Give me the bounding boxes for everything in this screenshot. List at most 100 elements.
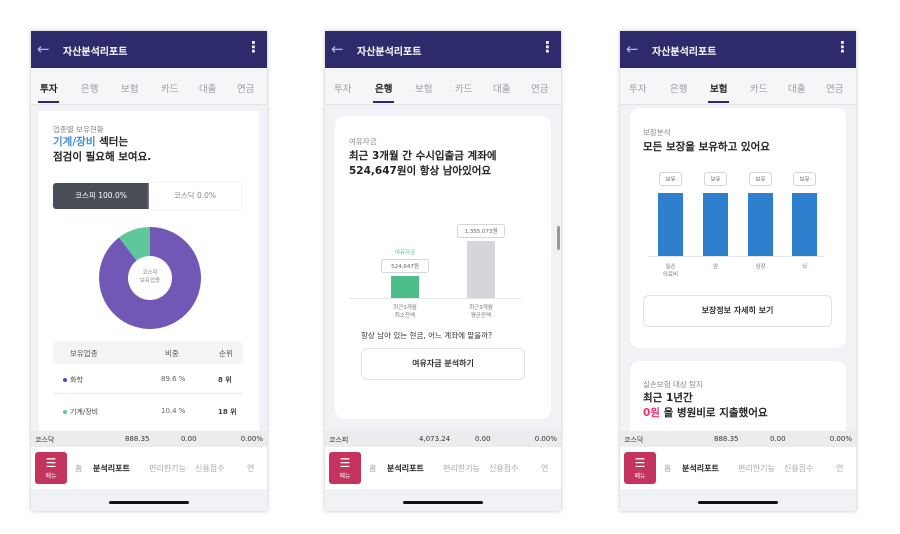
tab-1[interactable]: 은행	[81, 84, 99, 95]
nav-item-3[interactable]: 신용점수	[489, 464, 519, 473]
nav-item-4[interactable]: 연	[541, 464, 549, 473]
toggle-kospi[interactable]: 코스피 100.0%	[53, 183, 149, 209]
app-header: ← 자산분석리포트 ⋮	[31, 31, 267, 68]
nav-item-0[interactable]: 홈	[75, 464, 83, 473]
nav-item-4[interactable]: 연	[247, 464, 255, 473]
nav-item-0[interactable]: 홈	[369, 464, 377, 473]
tab-0[interactable]: 투자	[334, 84, 352, 95]
table-row[interactable]: 화학 89.6 % 8 위	[53, 374, 243, 394]
index-name: 코스닥	[35, 436, 55, 444]
tab-2[interactable]: 보험	[707, 81, 731, 103]
claim-headline: 최근 1년간 0원 을 병원비로 지출했어요	[643, 392, 768, 419]
kebab-icon[interactable]: ⋮	[540, 38, 555, 56]
tab-4[interactable]: 대출	[493, 84, 511, 95]
nav-item-4[interactable]: 연	[836, 464, 844, 473]
menu-button[interactable]: ☰ 메뉴	[624, 452, 656, 484]
medical-claim-card	[630, 361, 846, 441]
arrow-left-icon[interactable]: ←	[626, 40, 639, 58]
section-label: 업종별 보유현황	[53, 125, 104, 134]
analyze-spare-cash-button[interactable]: 여유자금 분석하기	[361, 348, 525, 380]
headline: 모든 보장을 보유하고 있어요	[643, 141, 770, 153]
kebab-icon[interactable]: ⋮	[835, 38, 850, 56]
category-tabs: 투자 은행 보험 카드 대출 연금	[620, 68, 856, 105]
nav-item-3[interactable]: 신용점수	[195, 464, 225, 473]
coverage-label: 뇌	[801, 264, 808, 270]
balance-bar	[467, 241, 495, 298]
tab-1[interactable]: 은행	[670, 84, 688, 95]
menu-button[interactable]: ☰ 메뉴	[35, 452, 67, 484]
app-header: ← 자산분석리포트 ⋮	[620, 31, 856, 68]
coverage-label: 암	[712, 264, 719, 270]
home-indicator	[698, 501, 778, 504]
chart-baseline	[648, 256, 824, 257]
coverage-tag: 보유	[749, 172, 772, 186]
menu-label: 메뉴	[339, 473, 351, 480]
hamburger-icon: ☰	[45, 456, 57, 470]
arrow-left-icon[interactable]: ←	[37, 40, 50, 58]
coverage-label: 실손 의료비	[662, 264, 679, 278]
nav-item-2[interactable]: 편리한기능	[443, 464, 480, 473]
donut-slice-기계/장비	[118, 227, 150, 261]
nav-item-2[interactable]: 편리한기능	[149, 464, 186, 473]
tab-4[interactable]: 대출	[788, 84, 806, 95]
index-change: 0.00	[770, 435, 786, 443]
section-label: 여유자금	[349, 137, 377, 146]
bar-value-callout: 1,355,073원	[457, 224, 505, 238]
legend-dot	[63, 410, 67, 414]
coverage-tag: 보유	[704, 172, 727, 186]
kebab-icon[interactable]: ⋮	[246, 38, 261, 56]
tab-2[interactable]: 보험	[415, 84, 433, 95]
tab-2[interactable]: 보험	[121, 84, 139, 95]
index-rate: 0.00%	[534, 435, 557, 443]
category-tabs: 투자 은행 보험 카드 대출 연금	[31, 68, 267, 105]
tab-5[interactable]: 연금	[531, 84, 549, 95]
nav-item-1[interactable]: 분석리포트	[93, 464, 130, 473]
coverage-detail-button[interactable]: 보장정보 자세히 보기	[643, 295, 832, 327]
coverage-bar	[658, 193, 683, 256]
bar-value-callout: 524,647원	[381, 258, 429, 273]
index-rate: 0.00%	[829, 435, 852, 443]
page-title: 자산분석리포트	[63, 47, 128, 58]
tab-1[interactable]: 은행	[372, 81, 396, 103]
col-sector: 보유업종	[70, 349, 98, 358]
sector-rank: 8 위	[218, 376, 232, 384]
balance-bar	[391, 275, 419, 298]
index-ticker: 코스닥 888.35 0.00 0.00%	[31, 431, 267, 447]
index-ticker: 코스피 4,073.24 0.00 0.00%	[325, 431, 561, 447]
coverage-bar	[703, 193, 728, 256]
bar-tag: 여유자금	[394, 249, 416, 256]
sector-name: 화학	[70, 376, 83, 384]
tab-0[interactable]: 투자	[37, 81, 61, 103]
arrow-left-icon[interactable]: ←	[331, 40, 344, 58]
sector-card	[39, 111, 259, 431]
nav-item-1[interactable]: 분석리포트	[682, 464, 719, 473]
coverage-label: 심장	[755, 264, 766, 270]
tab-0[interactable]: 투자	[629, 84, 647, 95]
col-rank: 순위	[219, 349, 233, 358]
section-label: 보장분석	[643, 128, 671, 137]
headline: 기계/장비 섹터는 점검이 필요해 보여요.	[53, 135, 151, 165]
nav-item-1[interactable]: 분석리포트	[387, 464, 424, 473]
phone-screen-3: 보장분석 모든 보장을 보유하고 있어요 보유 실손 의료비 보유 암 보유 심장…	[620, 31, 856, 511]
tab-3[interactable]: 카드	[455, 84, 473, 95]
sector-donut-chart	[99, 227, 201, 329]
coverage-tag: 보유	[793, 172, 816, 186]
tab-5[interactable]: 연금	[826, 84, 844, 95]
index-change: 0.00	[181, 435, 197, 443]
bar-label: 최근3개월 평균잔액	[469, 305, 493, 319]
index-name: 코스피	[329, 436, 349, 444]
home-indicator	[109, 501, 189, 504]
menu-button[interactable]: ☰ 메뉴	[329, 452, 361, 484]
tab-3[interactable]: 카드	[161, 84, 179, 95]
nav-item-3[interactable]: 신용점수	[784, 464, 814, 473]
tab-3[interactable]: 카드	[750, 84, 768, 95]
tab-5[interactable]: 연금	[237, 84, 255, 95]
menu-label: 메뉴	[45, 473, 57, 480]
index-ticker: 코스닥 888.35 0.00 0.00%	[620, 431, 856, 447]
nav-item-2[interactable]: 편리한기능	[738, 464, 775, 473]
tab-4[interactable]: 대출	[199, 84, 217, 95]
scrollbar[interactable]	[557, 226, 560, 250]
table-row[interactable]: 기계/장비 10.4 % 18 위	[53, 406, 243, 426]
toggle-kosdaq[interactable]: 코스닥 0.0%	[149, 183, 241, 209]
nav-item-0[interactable]: 홈	[664, 464, 672, 473]
